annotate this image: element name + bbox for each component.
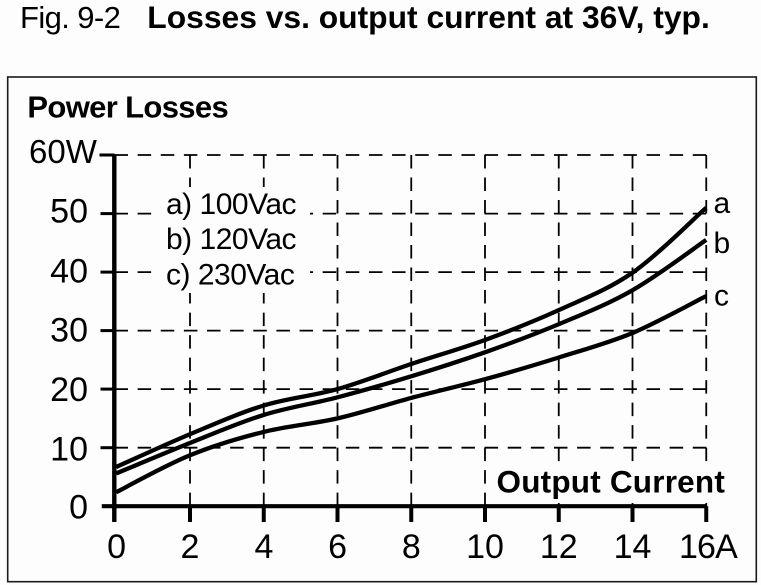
svg-text:10: 10 bbox=[50, 430, 88, 468]
svg-text:0: 0 bbox=[69, 489, 88, 527]
svg-text:60W: 60W bbox=[29, 133, 98, 170]
svg-text:40: 40 bbox=[50, 253, 88, 291]
svg-text:10: 10 bbox=[466, 528, 504, 566]
svg-text:8: 8 bbox=[402, 528, 421, 566]
svg-text:20: 20 bbox=[50, 371, 88, 409]
svg-text:16A: 16A bbox=[679, 528, 738, 566]
svg-text:b: b bbox=[714, 227, 731, 260]
svg-text:a: a bbox=[714, 187, 731, 220]
svg-text:2: 2 bbox=[181, 528, 200, 566]
svg-text:30: 30 bbox=[50, 312, 88, 350]
svg-text:12: 12 bbox=[540, 528, 578, 566]
svg-text:b) 120Vac: b) 120Vac bbox=[166, 223, 297, 256]
svg-text:0: 0 bbox=[107, 528, 126, 566]
svg-text:14: 14 bbox=[614, 528, 652, 566]
svg-text:c: c bbox=[714, 280, 729, 313]
svg-text:6: 6 bbox=[328, 528, 347, 566]
svg-text:Losses vs. output current at 3: Losses vs. output current at 36V, typ. bbox=[147, 0, 710, 35]
svg-text:4: 4 bbox=[254, 528, 273, 566]
svg-text:Fig. 9-2: Fig. 9-2 bbox=[20, 0, 120, 35]
svg-text:50: 50 bbox=[50, 193, 88, 231]
svg-text:c) 230Vac: c) 230Vac bbox=[166, 259, 295, 292]
svg-text:Power Losses: Power Losses bbox=[27, 90, 228, 125]
svg-text:Output Current: Output Current bbox=[497, 464, 726, 500]
svg-text:a) 100Vac: a) 100Vac bbox=[166, 188, 297, 221]
